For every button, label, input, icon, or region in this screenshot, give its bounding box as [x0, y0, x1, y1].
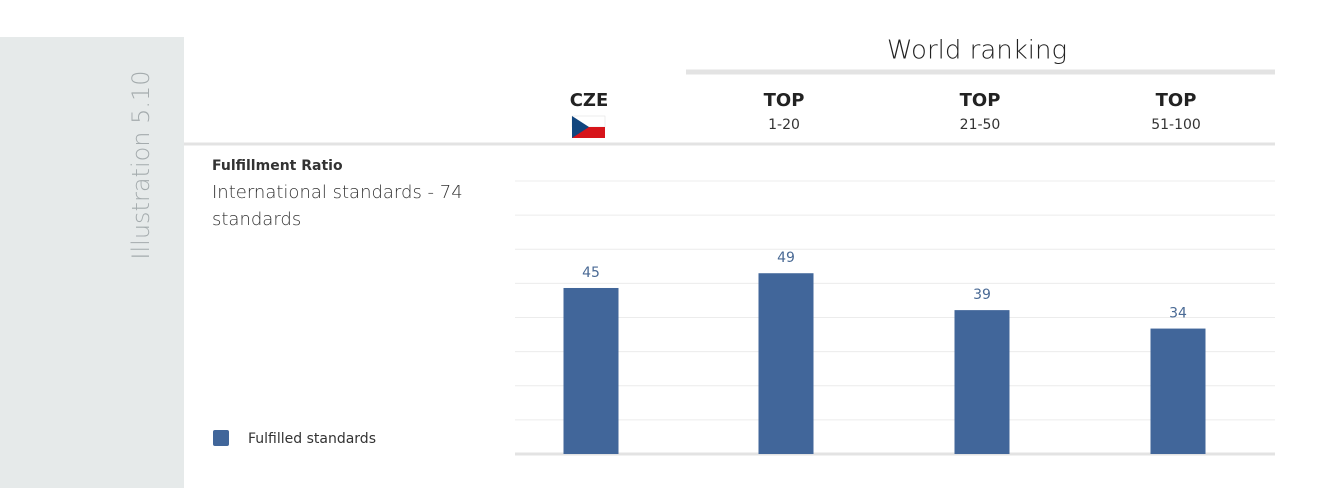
illustration-label: Illustration 5.10 [127, 70, 155, 259]
value-label: 49 [777, 250, 795, 266]
legend-label: Fulfilled standards [248, 431, 376, 447]
value-label: 34 [1169, 306, 1187, 322]
bar [1150, 328, 1206, 454]
description: International standards - 74 standards [212, 182, 463, 230]
category-sublabel: 21-50 [960, 117, 1001, 133]
subtitle: Fulfillment Ratio [212, 158, 343, 174]
category-label: CZE [570, 90, 609, 111]
value-label: 45 [582, 265, 600, 281]
legend-swatch [213, 430, 229, 446]
category-sublabel: 1-20 [768, 117, 800, 133]
flag [571, 115, 606, 138]
category-label: TOP [960, 90, 1001, 111]
category-label: TOP [1156, 90, 1197, 111]
side-panel [0, 37, 184, 488]
value-label: 39 [973, 287, 991, 303]
bar [563, 287, 619, 454]
bar [954, 310, 1010, 454]
category-sublabel: 51-100 [1151, 117, 1201, 133]
chart-title: World ranking [887, 36, 1067, 66]
category-label: TOP [764, 90, 805, 111]
bar [758, 273, 814, 454]
